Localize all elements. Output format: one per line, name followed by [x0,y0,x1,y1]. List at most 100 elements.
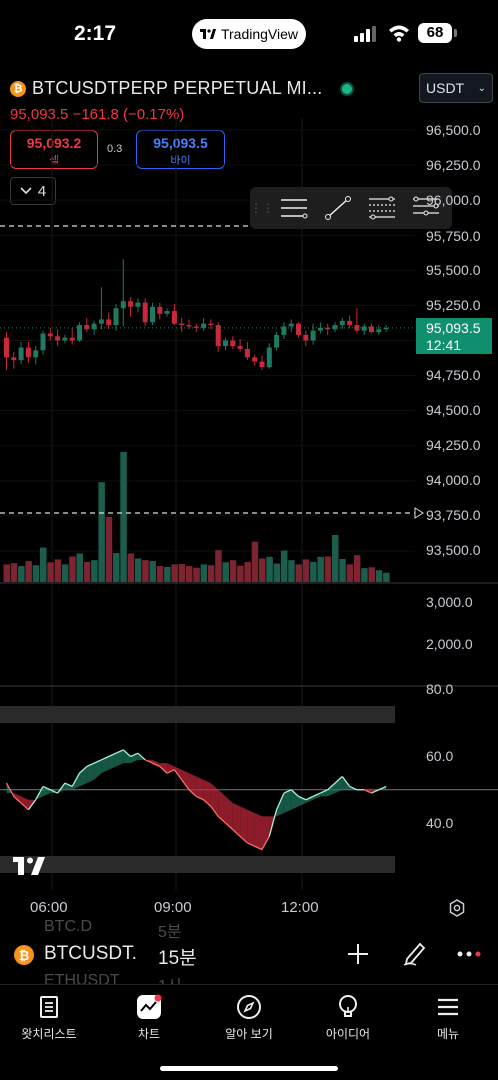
rsi-fill [313,793,321,800]
symbol-bar: BTC.D 5분 ETHUSDT 1시 [0,918,498,995]
interval-button[interactable]: 15분 [158,948,197,969]
volume-bar [186,566,193,582]
candle-body [230,340,236,347]
candle-body [55,336,61,341]
tab-ideas[interactable]: 아이디어 [303,993,393,1042]
status-time: 2:17 [74,22,117,45]
time-axis-label: 12:00 [281,899,319,916]
add-compare-icon[interactable] [346,942,370,966]
indicators-collapse-button[interactable]: 4 [10,177,56,205]
volume-bar [353,555,361,582]
chart-grid [0,118,415,890]
candle-body [128,301,134,307]
bitcoin-icon: ₿ [14,945,34,965]
price-axis-label: 96,000.0 [426,192,481,208]
battery-tip [454,29,457,37]
rsi-line [130,752,139,758]
tradingview-watermark-icon[interactable] [13,857,49,875]
rsi-fill [86,763,95,784]
rsi-fill [240,806,248,843]
tradingview-logo-icon [199,26,216,42]
currency-select[interactable]: USDT ⌄ [419,73,493,103]
tab-explore[interactable]: 알아 보기 [204,993,294,1042]
candle-body [120,301,126,309]
tab-watchlist[interactable]: 왓치리스트 [4,993,94,1042]
candle-body [193,326,199,328]
volume-bar [69,556,76,582]
alert-marker [414,507,424,519]
rsi-fill [262,816,270,850]
chart-icon [137,994,162,1019]
volume-bar [193,567,200,582]
rsi-line [298,795,307,801]
rsi-fill [203,779,211,807]
fib-channel-tool-icon[interactable] [404,187,448,229]
candle-body [98,319,104,324]
rsi-line [79,765,88,774]
bottom-tab-bar: 왓치리스트 차트 알아 보기 아이디어 메뉴 [0,984,498,1080]
candle-body [223,340,228,347]
rsi-line [35,786,44,801]
rsi-pane [0,706,498,873]
volume-bars [3,452,390,582]
rsi-line [108,752,117,758]
bitcoin-icon: ₿ [10,80,26,97]
drag-handle-icon[interactable]: ⋮⋮ [250,201,274,215]
rsi-line [144,759,153,764]
candle-body [237,346,243,349]
symbol-search-button[interactable]: BTCUSDT. [44,943,137,964]
horizontal-lines-tool-icon[interactable] [272,187,316,229]
rsi-fill [218,789,226,823]
rsi-fill [94,759,102,780]
volume-bar [10,563,18,582]
candle-body [244,348,250,358]
market-status-dot[interactable] [340,82,354,96]
trend-line-tool-icon[interactable] [316,187,360,229]
tab-chart[interactable]: 차트 [104,993,194,1042]
volume-bar [368,567,375,582]
rsi-line [122,749,132,757]
volume-bar [54,559,62,582]
price-chart[interactable] [0,0,498,900]
symbol-header[interactable]: ₿ BTCUSDTPERP PERPETUAL MI... [10,78,322,99]
rsi-line [334,775,343,784]
tab-menu[interactable]: 메뉴 [403,993,493,1042]
candle-body [310,330,316,341]
candle-body [171,311,177,324]
tradingview-pill[interactable]: TradingView [192,19,306,49]
fib-retracement-tool-icon[interactable] [360,187,404,229]
volume-bar [120,452,127,582]
volume-bar [259,558,266,582]
candle-body [69,337,75,341]
volume-bar [229,560,237,582]
time-axis-label: 09:00 [154,899,192,916]
candle-body [208,323,214,326]
volume-bar [288,560,295,582]
symbol-title[interactable]: BTCUSDTPERP PERPETUAL MI... [32,78,323,98]
more-options-icon[interactable] [457,950,481,958]
candle-body [84,325,90,330]
rsi-line [312,792,321,797]
rsi-line [371,789,380,794]
volume-bar [251,541,259,582]
rsi-line [115,749,124,754]
drawing-pen-icon[interactable] [402,940,428,966]
rsi-fill [196,776,204,800]
buy-button[interactable]: 95,093.5 바이 [136,130,225,169]
volume-bar [113,553,120,582]
chart-settings-icon[interactable] [448,899,466,917]
rsi-fill [232,803,241,837]
rsi-line [217,815,226,824]
volume-bar [244,561,251,582]
last-price: 95,093.5 [426,320,481,336]
candle-body [40,333,46,351]
candle-body [77,325,82,341]
candle-body [361,326,367,331]
tab-label: 아이디어 [325,1027,371,1041]
sell-label: 셀 [48,155,60,167]
rsi-line [378,785,387,791]
rsi-line [166,769,175,774]
volume-bar [339,558,346,582]
rsi-line [349,785,358,791]
buy-label: 바이 [170,155,191,167]
